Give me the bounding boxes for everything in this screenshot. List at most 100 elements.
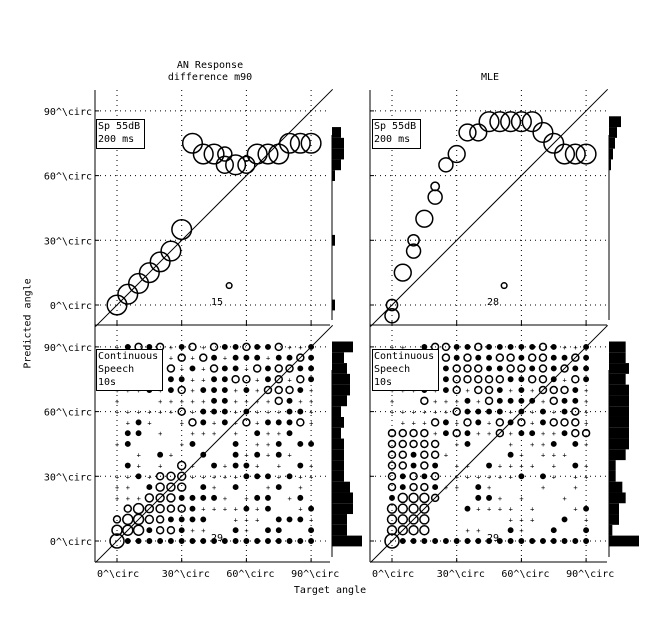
data-point (160, 240, 182, 262)
data-point (132, 502, 145, 515)
data-point (242, 375, 251, 384)
plus-marker: + (530, 409, 534, 417)
data-point (232, 484, 239, 491)
data-point (232, 365, 239, 372)
plus-marker: + (266, 409, 270, 417)
plus-marker: + (509, 516, 513, 524)
plus-marker: + (509, 473, 513, 481)
plus-marker: + (137, 452, 141, 460)
data-point (538, 342, 548, 352)
plus-marker: + (115, 387, 119, 395)
data-point (308, 354, 315, 361)
data-point (286, 408, 293, 415)
data-point (387, 439, 397, 449)
plus-marker: + (401, 344, 405, 352)
data-point (430, 472, 440, 481)
x-tick-label: 60^\circ (226, 569, 274, 580)
data-point (432, 538, 439, 544)
plus-marker: + (201, 344, 205, 352)
data-point (561, 538, 568, 544)
data-point (518, 538, 525, 544)
data-point (475, 408, 482, 415)
data-point (176, 471, 187, 482)
data-point (128, 272, 150, 294)
plus-marker: + (584, 516, 588, 524)
data-point (540, 473, 546, 480)
data-point (583, 376, 590, 383)
data-point (452, 375, 461, 384)
data-point (421, 343, 428, 350)
plus-marker: + (244, 452, 248, 460)
plus-marker: + (498, 495, 502, 503)
histogram-bar (332, 492, 353, 504)
plus-marker: + (487, 484, 491, 492)
plus-marker: + (584, 387, 588, 395)
data-point (397, 514, 409, 525)
plus-marker: + (169, 409, 173, 417)
data-point (474, 364, 483, 373)
plus-marker: + (255, 441, 259, 449)
data-point (399, 484, 406, 491)
data-point (474, 342, 483, 352)
plus-marker: + (573, 484, 577, 492)
data-point (308, 527, 315, 534)
histogram-bar (332, 363, 347, 374)
plus-marker: + (412, 419, 416, 427)
data-point (475, 538, 482, 544)
data-point (405, 243, 422, 259)
plus-marker: + (476, 506, 480, 514)
data-point (518, 376, 525, 383)
data-point (124, 376, 131, 383)
histogram-bar (332, 127, 341, 138)
data-point (296, 353, 305, 362)
data-point (464, 343, 471, 350)
data-point (442, 387, 449, 393)
histogram-bar (609, 427, 629, 439)
data-point (166, 482, 176, 492)
histogram-bar (332, 341, 353, 353)
plus-marker: + (552, 473, 556, 481)
plus-marker: + (244, 495, 248, 503)
histogram-bar (609, 481, 623, 493)
data-point (221, 408, 228, 415)
data-point (200, 484, 207, 491)
plus-marker: + (190, 473, 194, 481)
histogram-bar (332, 137, 344, 149)
data-point (189, 441, 196, 447)
plus-marker: + (190, 398, 194, 406)
plus-marker: + (509, 463, 513, 471)
plot-panel-4: 0^\circ 30^\circ 60^\circ 90^\circ (369, 324, 639, 580)
data-point (135, 354, 142, 361)
data-point (178, 494, 185, 501)
data-point (138, 262, 160, 284)
data-point (517, 364, 526, 373)
data-point (192, 143, 214, 165)
data-point (176, 482, 187, 492)
data-point (442, 430, 449, 437)
data-point (308, 365, 315, 372)
plus-marker: + (309, 398, 313, 406)
plus-marker: + (584, 398, 588, 406)
plus-marker: + (288, 344, 292, 352)
plus-marker: + (401, 409, 405, 417)
data-point (496, 408, 503, 415)
plus-marker: + (476, 473, 480, 481)
plus-marker: + (255, 387, 259, 395)
plus-marker: + (288, 495, 292, 503)
plus-marker: + (541, 398, 545, 406)
data-point (221, 365, 228, 372)
plus-marker: + (444, 409, 448, 417)
data-point (289, 132, 311, 154)
plus-marker: + (552, 463, 556, 471)
data-point (550, 527, 557, 534)
plus-marker: + (584, 473, 588, 481)
data-point (507, 451, 514, 458)
data-point (275, 516, 282, 523)
data-point (254, 538, 261, 544)
data-point (232, 354, 239, 361)
plus-marker: + (201, 365, 205, 373)
plus-marker: + (422, 409, 426, 417)
plus-marker: + (573, 344, 577, 352)
data-point (464, 505, 471, 512)
data-point (124, 343, 131, 350)
